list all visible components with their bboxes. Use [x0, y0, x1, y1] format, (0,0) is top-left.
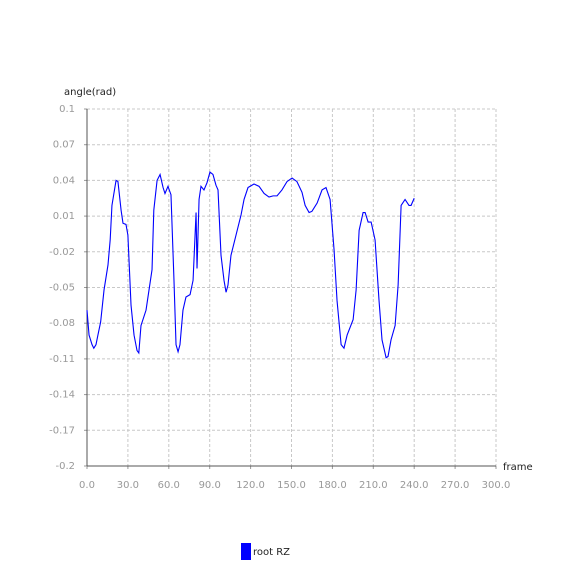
- y-tick-label: -0.02: [49, 247, 75, 258]
- y-tick-label: 0.01: [53, 211, 75, 222]
- series-line: [86, 171, 415, 359]
- x-tick-label: 150.0: [277, 480, 306, 491]
- x-tick-label: 0.0: [79, 480, 95, 491]
- y-tick-label: -0.05: [49, 283, 75, 294]
- y-axis-label: angle(rad): [64, 87, 116, 98]
- x-tick-label: 180.0: [318, 480, 347, 491]
- y-tick-label: 0.1: [59, 104, 75, 115]
- legend-label: root RZ: [253, 547, 290, 558]
- x-tick-label: 120.0: [236, 480, 265, 491]
- y-tick-label: -0.11: [49, 354, 75, 365]
- y-tick-label: -0.14: [49, 390, 75, 401]
- x-axis-label: frame: [503, 462, 533, 473]
- y-tick-label: -0.17: [49, 425, 75, 436]
- y-tick-label: -0.2: [55, 461, 75, 472]
- x-tick-label: 240.0: [400, 480, 429, 491]
- y-tick-label: 0.07: [53, 140, 75, 151]
- x-tick-label: 210.0: [359, 480, 388, 491]
- x-tick-label: 90.0: [199, 480, 221, 491]
- x-tick-label: 270.0: [441, 480, 470, 491]
- x-tick-label: 300.0: [482, 480, 511, 491]
- y-tick-label: 0.04: [53, 175, 75, 186]
- x-tick-label: 60.0: [158, 480, 180, 491]
- y-tick-label: -0.08: [49, 318, 75, 329]
- legend-swatch: [241, 543, 251, 560]
- x-tick-label: 30.0: [117, 480, 139, 491]
